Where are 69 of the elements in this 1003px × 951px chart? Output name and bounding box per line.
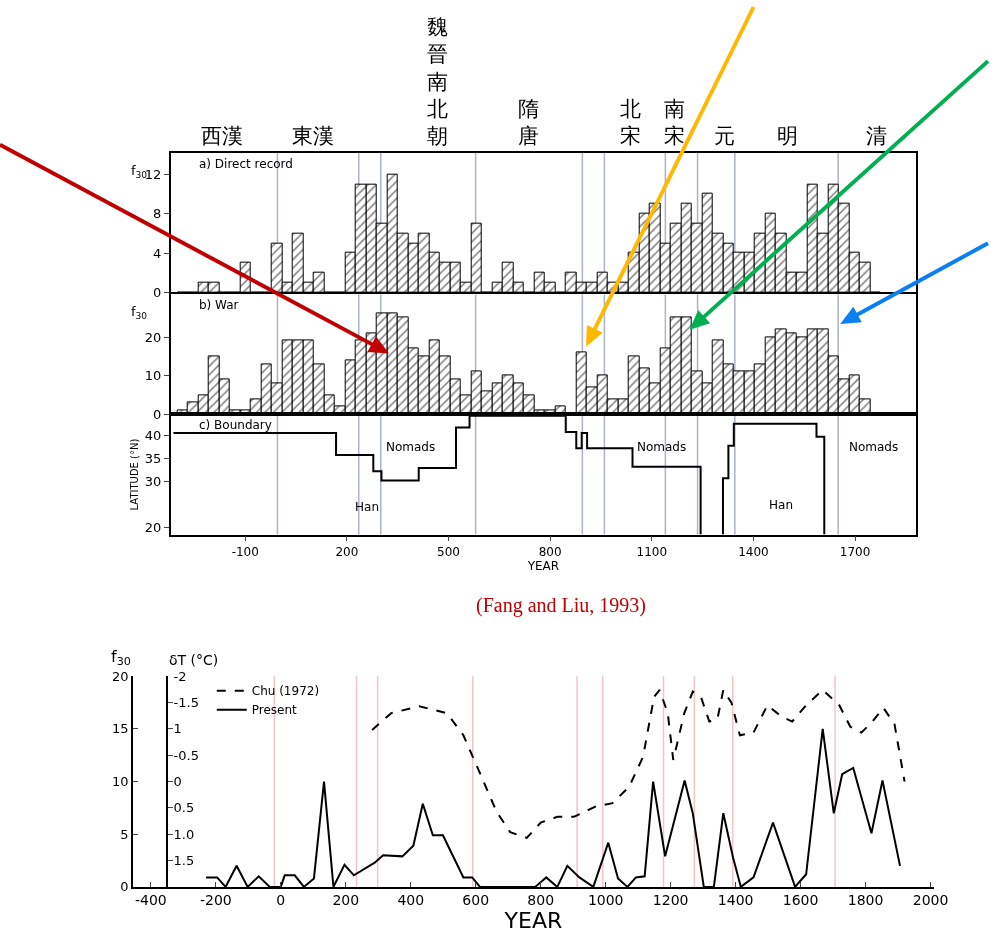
y-tick-label: 0: [153, 284, 162, 300]
annotation: Nomads: [637, 440, 687, 454]
x-tick-label: 400: [397, 892, 425, 909]
y2-tick-label: 1.5: [173, 853, 195, 869]
y2-tick-label: -0.5: [173, 747, 199, 763]
x-tick-label: -400: [134, 892, 167, 909]
x-tick-label: 1100: [636, 544, 668, 559]
y2-tick-label: 0: [173, 774, 182, 790]
y-tick-label: 10: [112, 774, 129, 790]
y-tick-label: 30: [144, 473, 162, 489]
y2-tick-label: -1.5: [173, 695, 199, 711]
y-tick-label: 20: [144, 520, 162, 536]
x-tick-label: 1000: [587, 892, 624, 909]
text: 元: [714, 124, 735, 148]
x-tick-label: -200: [199, 892, 232, 909]
legend-label: Chu (1972): [251, 684, 320, 699]
x-axis-title: YEAR: [503, 908, 563, 934]
text: 東漢: [292, 124, 334, 148]
annotation: Han: [355, 500, 379, 514]
chart-title: a) Direct record: [199, 157, 293, 171]
y-tick-label: 40: [144, 427, 162, 443]
y2-tick-label: 1: [173, 721, 182, 737]
text: 西漢: [201, 124, 243, 148]
x-tick-label: 1600: [782, 892, 819, 909]
x-tick-label: 200: [332, 892, 360, 909]
x-tick-label: 500: [437, 544, 460, 559]
y-tick-label: 0: [153, 407, 162, 423]
x-tick-label: 800: [527, 892, 555, 909]
annotation: Nomads: [849, 440, 899, 454]
y2-axis-title: δT (°C): [169, 652, 219, 668]
chart-title: c) Boundary: [199, 418, 272, 432]
x-tick-label: 1400: [738, 544, 769, 559]
text: 清: [866, 124, 887, 148]
y2-tick-label: 1.0: [173, 826, 195, 842]
text: 隋唐: [518, 97, 539, 149]
x-tick-label: 200: [335, 544, 359, 559]
x-axis-title: YEAR: [526, 558, 560, 573]
y-tick-label: 5: [120, 826, 129, 842]
x-tick-label: 1200: [652, 892, 689, 909]
y-tick-label: 15: [112, 721, 129, 737]
text: 北宋: [620, 97, 641, 149]
y-tick-label: 8: [153, 206, 162, 222]
x-tick-label: 1400: [717, 892, 754, 909]
y-tick-label: 4: [153, 245, 162, 261]
y-tick-label: 10: [144, 368, 162, 384]
y2-tick-label: 0.5: [173, 800, 195, 816]
y-tick-label: 20: [112, 668, 129, 684]
text: (Fang and Liu, 1993): [476, 594, 646, 617]
y-tick-label: 35: [144, 450, 162, 466]
x-tick-label: 600: [462, 892, 490, 909]
y-tick-label: 0: [120, 879, 129, 895]
y-tick-label: 20: [144, 329, 162, 345]
annotation: Han: [769, 498, 793, 512]
y-axis-title: f$_{30}$: [131, 304, 148, 321]
x-tick-label: 0: [276, 892, 286, 909]
chart-title: b) War: [199, 298, 239, 312]
x-tick-label: -100: [231, 544, 259, 559]
x-tick-label: 1800: [847, 892, 884, 909]
text: 明: [777, 124, 798, 148]
x-tick-label: 800: [538, 544, 562, 559]
legend-label: Present: [251, 703, 298, 718]
y-axis-title: LATITUDE (°N): [129, 438, 141, 511]
annotation: Nomads: [386, 440, 436, 454]
x-tick-label: 2000: [912, 892, 949, 909]
text: 魏晉南北朝: [427, 15, 448, 149]
text: 南宋: [664, 97, 685, 149]
y-axis-title: f$_{30}$: [111, 647, 131, 669]
y2-tick-label: -2: [173, 668, 187, 684]
x-tick-label: 1700: [839, 544, 871, 559]
